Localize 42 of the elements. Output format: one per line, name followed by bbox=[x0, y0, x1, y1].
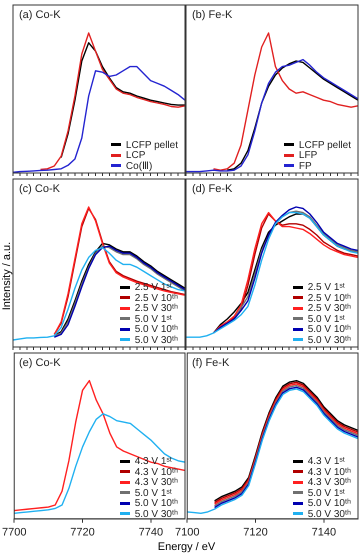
legend-label: LCFP pellet bbox=[126, 140, 178, 150]
x-axis-title: Energy / eV bbox=[156, 541, 216, 553]
x-tick-label: 7140 bbox=[312, 526, 336, 538]
legend-label: 5.0 V 10ᵗʰ bbox=[134, 498, 178, 509]
legend-label: FP bbox=[298, 160, 312, 172]
legend-label: 2.5 V 30ᵗʰ bbox=[308, 303, 351, 314]
chart-title: (f) Fe-K bbox=[192, 357, 230, 369]
legend-label: 5.0 V 10ᵗʰ bbox=[308, 498, 351, 509]
legend-label: Co(Ⅲ) bbox=[126, 160, 152, 172]
x-tick-label: 7100 bbox=[174, 526, 200, 538]
legend-label: LCFP pellet bbox=[298, 140, 351, 150]
legend-label: 2.5 V 10ᵗʰ bbox=[308, 292, 351, 304]
legend-label: LFP bbox=[298, 150, 318, 161]
legend-label: 5.0 V 30ᵗʰ bbox=[308, 334, 351, 346]
legend-label: 4.3 V 10ᵗʰ bbox=[308, 466, 351, 478]
legend-label: 5.0 V 1ˢᵗ bbox=[308, 488, 346, 498]
x-tick-label: 7120 bbox=[243, 526, 268, 538]
legend-label: 5.0 V 10ᵗʰ bbox=[134, 324, 178, 335]
legend-label: LCP bbox=[126, 150, 146, 161]
legend-label: 4.3 V 10ᵗʰ bbox=[134, 466, 178, 478]
legend-label: 4.3 V 1ˢᵗ bbox=[308, 456, 346, 467]
chart-title: (d) Fe-K bbox=[192, 183, 232, 195]
legend-label: 5.0 V 30ᵗʰ bbox=[134, 334, 178, 346]
x-tick-label: 7740 bbox=[138, 526, 164, 538]
chart-title: (c) Co-K bbox=[19, 183, 60, 195]
legend-label: 5.0 V 10ᵗʰ bbox=[308, 324, 351, 335]
legend-label: 2.5 V 10ᵗʰ bbox=[134, 292, 178, 304]
legend-label: 5.0 V 30ᵗʰ bbox=[308, 508, 351, 520]
y-axis-title: Intensity / a.u. bbox=[1, 240, 13, 312]
chart-title: (e) Co-K bbox=[19, 357, 61, 369]
x-tick-label: 7720 bbox=[70, 526, 95, 538]
x-tick-label: 7700 bbox=[2, 526, 26, 538]
legend-label: 5.0 V 30ᵗʰ bbox=[134, 508, 178, 520]
chart-title: (b) Fe-K bbox=[192, 9, 232, 21]
chart-title: (a) Co-K bbox=[19, 9, 61, 21]
legend-label: 5.0 V 1ˢᵗ bbox=[308, 314, 346, 324]
legend-label: 2.5 V 30ᵗʰ bbox=[134, 303, 178, 314]
legend-label: 5.0 V 1ˢᵗ bbox=[134, 488, 172, 498]
legend-label: 2.5 V 1ˢᵗ bbox=[308, 282, 346, 293]
legend-label: 5.0 V 1ˢᵗ bbox=[134, 314, 172, 324]
legend-label: 4.3 V 30ᵗʰ bbox=[134, 477, 178, 488]
legend-label: 4.3 V 30ᵗʰ bbox=[308, 477, 351, 488]
